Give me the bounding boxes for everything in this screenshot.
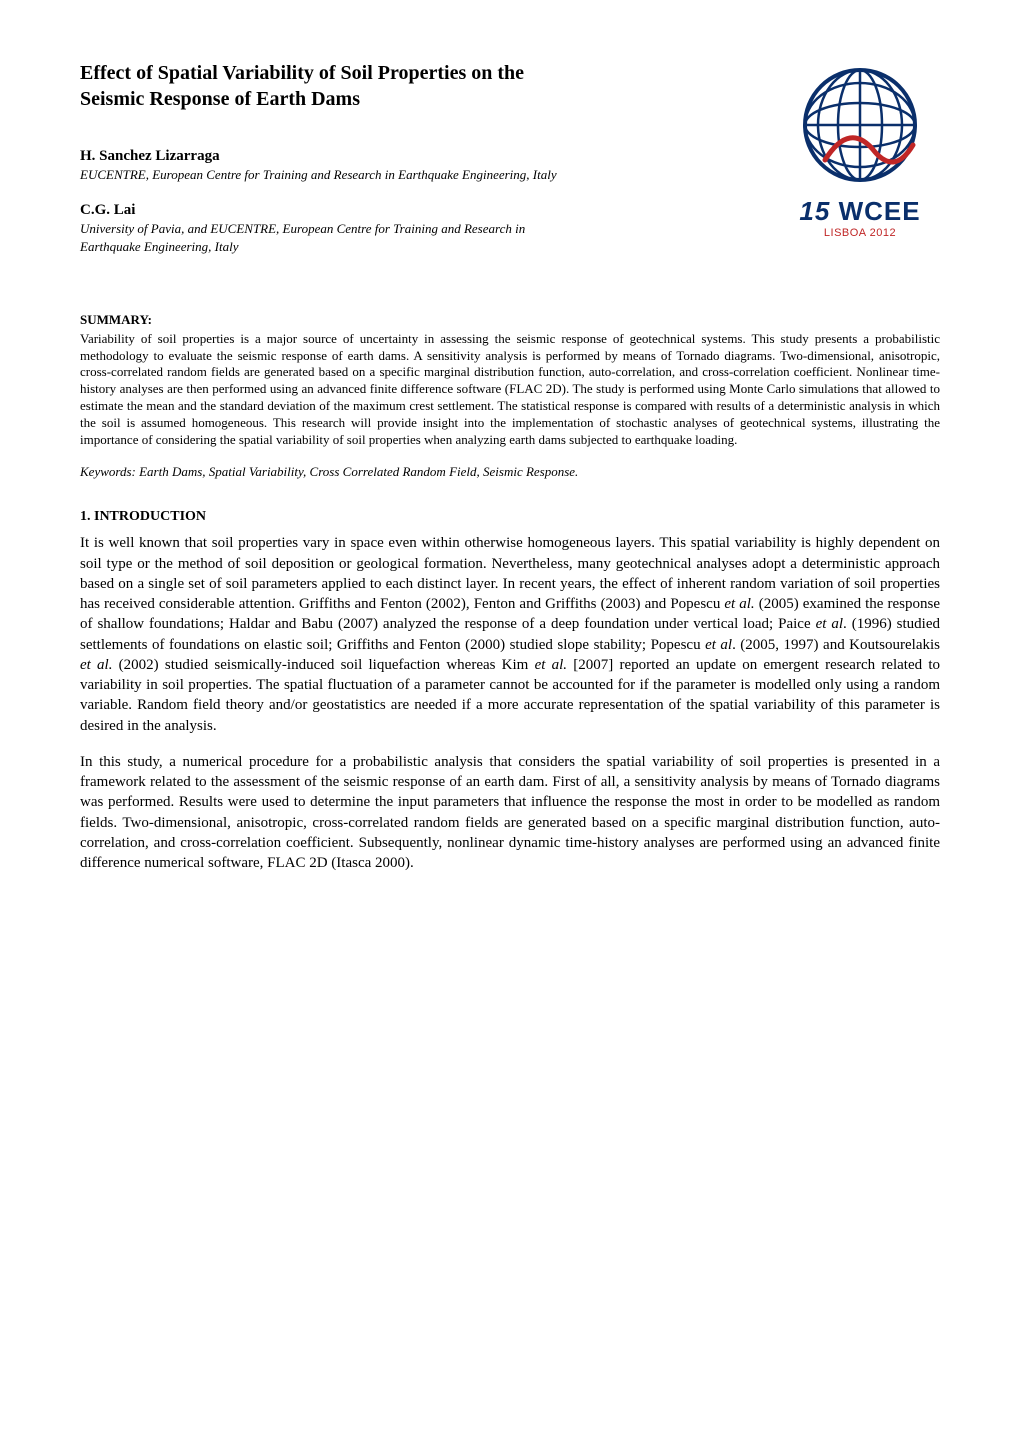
logo-number: 15 xyxy=(799,196,830,226)
author-2-affiliation-l1: University of Pavia, and EUCENTRE, Europ… xyxy=(80,221,525,236)
paper-title: Effect of Spatial Variability of Soil Pr… xyxy=(80,60,760,112)
spacer xyxy=(80,116,760,146)
conference-logo: 15 WCEE LISBOA 2012 xyxy=(780,60,940,241)
title-line-1: Effect of Spatial Variability of Soil Pr… xyxy=(80,62,524,84)
logo-text: WCEE xyxy=(839,196,921,226)
header-text-column: Effect of Spatial Variability of Soil Pr… xyxy=(80,60,780,271)
summary-heading: SUMMARY: xyxy=(80,311,940,329)
section-1-para-2: In this study, a numerical procedure for… xyxy=(80,752,940,874)
section-1-para-1: It is well known that soil properties va… xyxy=(80,533,940,736)
keywords-line: Keywords: Earth Dams, Spatial Variabilit… xyxy=(80,463,940,481)
logo-subtitle: LISBOA 2012 xyxy=(780,226,940,241)
section-1-heading: 1. INTRODUCTION xyxy=(80,508,940,527)
summary-body: Variability of soil properties is a majo… xyxy=(80,331,940,449)
author-2-name: C.G. Lai xyxy=(80,200,760,220)
header-region: Effect of Spatial Variability of Soil Pr… xyxy=(80,60,940,271)
author-2-affiliation: University of Pavia, and EUCENTRE, Europ… xyxy=(80,220,760,255)
title-line-2: Seismic Response of Earth Dams xyxy=(80,88,360,110)
author-2-affiliation-l2: Earthquake Engineering, Italy xyxy=(80,239,239,254)
author-1-name: H. Sanchez Lizarraga xyxy=(80,146,760,166)
globe-icon xyxy=(795,60,925,190)
author-1-affiliation: EUCENTRE, European Centre for Training a… xyxy=(80,166,760,184)
logo-title: 15 WCEE xyxy=(780,198,940,224)
